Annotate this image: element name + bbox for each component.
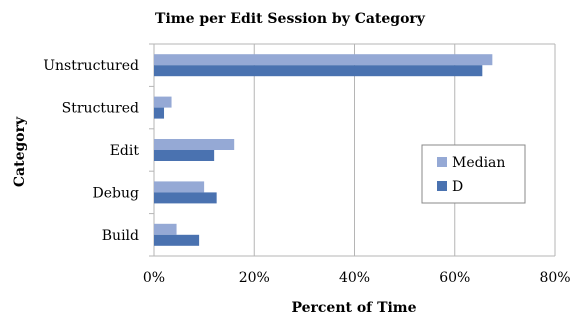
bar-median-build: [154, 223, 177, 235]
category-label-debug: Debug: [93, 185, 139, 201]
bar-d-structured: [154, 107, 165, 119]
category-label-build: Build: [102, 228, 139, 244]
legend-swatch-d: [437, 181, 447, 191]
legend-label-d: D: [452, 179, 463, 195]
y-axis-title: Category: [12, 116, 28, 187]
bar-median-debug: [154, 181, 205, 193]
category-label-unstructured: Unstructured: [43, 58, 139, 74]
category-label-edit: Edit: [110, 143, 140, 159]
category-labels: Unstructured Structured Edit Debug Build: [43, 58, 139, 244]
bar-d-build: [154, 234, 200, 246]
x-axis-title: Percent of Time: [291, 300, 416, 316]
gridlines: [149, 43, 556, 257]
legend-label-median: Median: [452, 155, 505, 171]
chart-title: Time per Edit Session by Category: [155, 11, 426, 27]
bar-median-structured: [154, 96, 172, 108]
x-tick-labels: 0% 20% 40% 60% 80%: [143, 270, 571, 286]
category-label-structured: Structured: [62, 101, 139, 117]
bars: [154, 54, 493, 246]
legend: Median D: [421, 144, 526, 204]
x-tick-label: 60%: [439, 270, 470, 286]
bar-median-edit: [154, 139, 235, 150]
x-tick-label: 0%: [143, 270, 165, 286]
legend-swatch-median: [437, 157, 447, 167]
x-tick-label: 80%: [539, 270, 570, 286]
legend-box: [421, 144, 526, 204]
bar-d-edit: [154, 150, 215, 161]
bar-median-unstructured: [154, 54, 493, 66]
bar-d-debug: [154, 192, 217, 204]
x-tick-label: 40%: [339, 270, 370, 286]
bar-d-unstructured: [154, 65, 483, 77]
x-tick-label: 20%: [239, 270, 270, 286]
